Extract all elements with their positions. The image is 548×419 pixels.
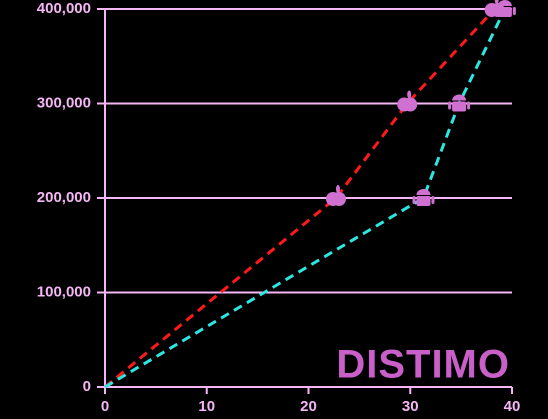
android-head [416,189,431,195]
android-body [497,7,512,17]
watermark: DISTIMO [336,343,510,387]
x-tick-label: 30 [402,398,419,415]
android-arm [448,101,452,110]
x-tick-label: 40 [504,398,521,415]
x-tick-label: 10 [198,398,215,415]
android-marker [412,189,435,206]
apple-leaf [494,0,499,4]
apple-marker [397,90,418,112]
apple-leaf [407,90,412,99]
series-line [104,7,496,389]
apple-body [331,192,346,206]
android-arm [431,196,435,204]
y-tick-label: 200,000 [37,189,91,206]
android-head [497,0,512,6]
apple-leaf [335,185,340,193]
y-tick-label: 400,000 [37,0,91,17]
android-arm [493,7,497,15]
android-head [452,94,467,101]
y-tick-label: 0 [83,378,91,395]
x-tick-label: 0 [101,398,109,415]
android-marker [493,0,516,17]
android-body [452,101,467,112]
apple-marker [325,185,346,206]
series-line [104,8,507,389]
y-tick-label: 100,000 [37,283,91,300]
android-arm [467,101,471,110]
apple-body [403,97,418,112]
y-tick-label: 300,000 [37,94,91,111]
android-body [416,196,431,206]
android-arm [412,196,416,204]
android-arm [512,7,516,15]
android-marker [448,94,471,112]
x-tick-label: 20 [300,398,317,415]
